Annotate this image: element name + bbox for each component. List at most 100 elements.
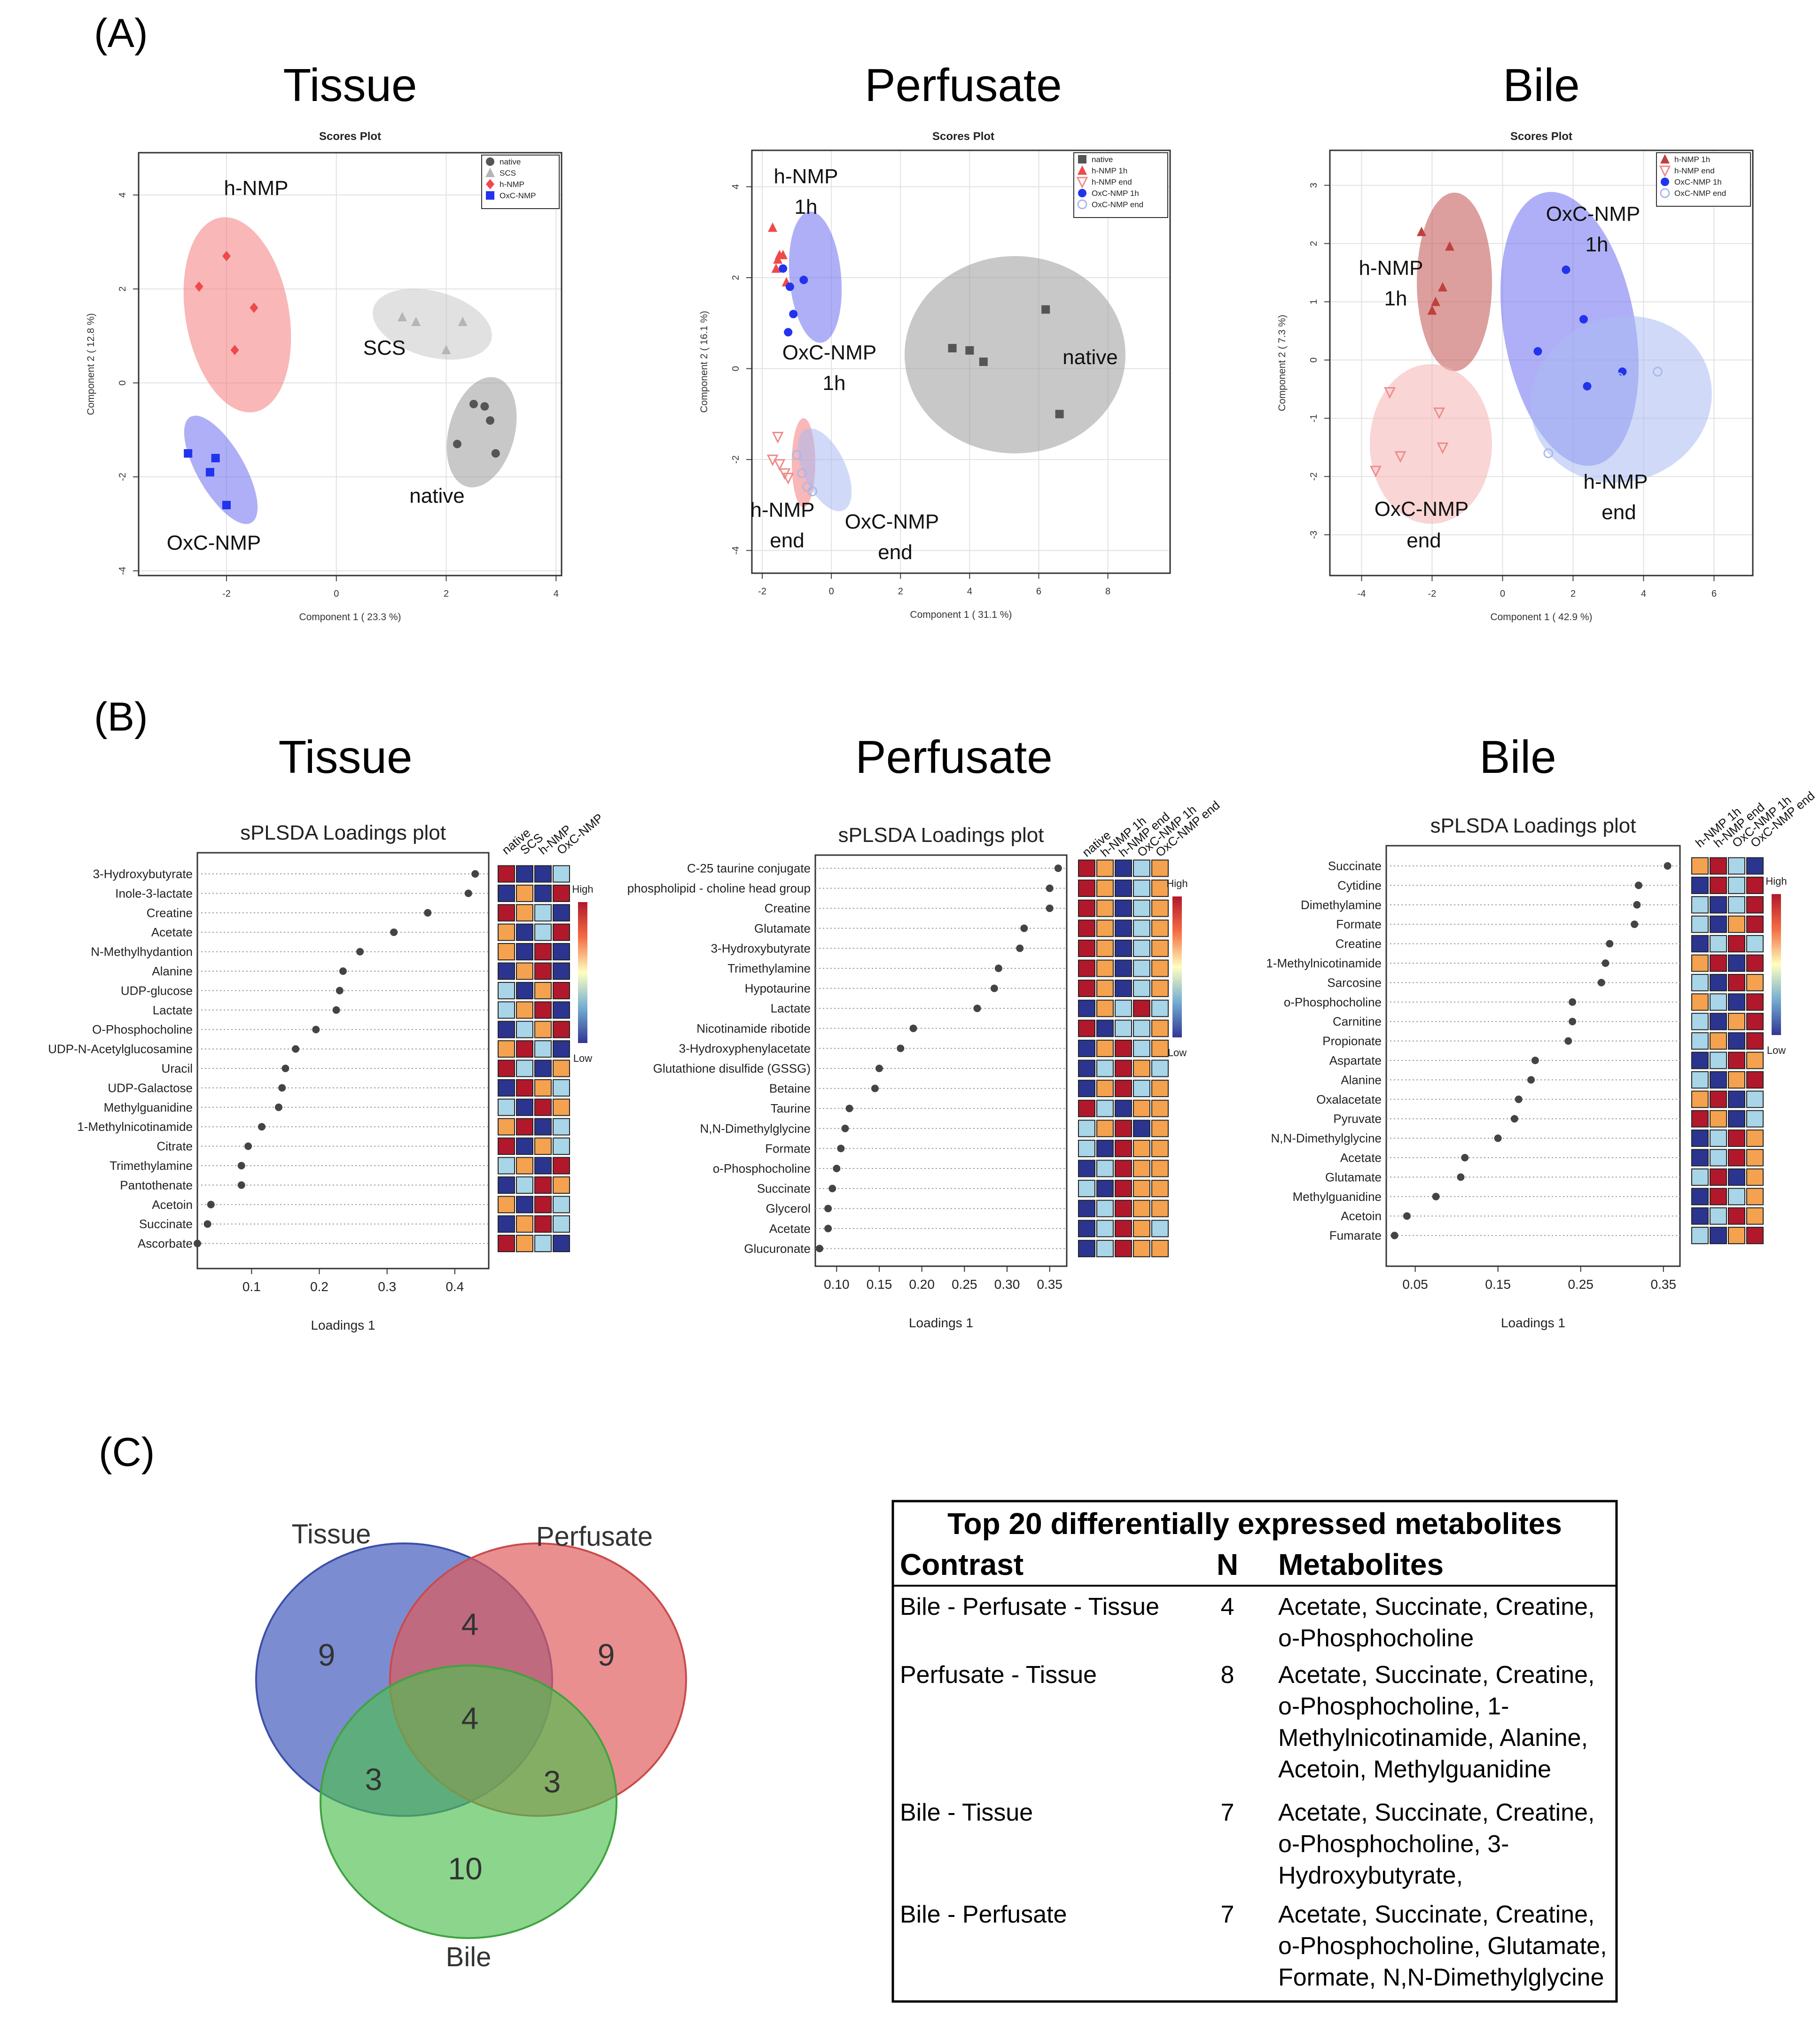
heatmap-cell [553, 1020, 570, 1038]
feature-label: Nicotinamide ribotide [696, 1021, 811, 1036]
table-cell-metabolites: Acetoin, Methylguanidine [1278, 1756, 1551, 1783]
heatmap-cell [1078, 1220, 1095, 1238]
heatmap-cell [1746, 896, 1764, 914]
feature-label: Formate [1336, 917, 1382, 931]
scale-low-label: Low [573, 1052, 592, 1064]
x-tick-label: 0.1 [242, 1279, 261, 1294]
data-point [773, 254, 783, 264]
heatmap-cell [1133, 919, 1150, 937]
heatmap-cell [1728, 876, 1745, 894]
heatmap-cell [1710, 876, 1727, 894]
data-point [458, 317, 468, 326]
feature-label: Acetoin [152, 1198, 193, 1212]
feature-label: Inole-3-lactate [115, 886, 193, 900]
heatmap-cell [1710, 954, 1727, 972]
heatmap-cell [1691, 1071, 1709, 1089]
data-point [222, 501, 231, 509]
heatmap-cell [534, 1118, 552, 1136]
heatmap-cell [1710, 915, 1727, 933]
heatmap-cell [516, 1176, 533, 1194]
heatmap-cell [1078, 1160, 1095, 1177]
x-tick-label: 0.25 [952, 1277, 977, 1292]
legend-label: h-NMP end [1092, 178, 1132, 187]
feature-label: Alanine [152, 964, 193, 978]
table-cell-metabolites: Hydroxybutyrate, [1278, 1862, 1463, 1889]
heatmap-cell [498, 1001, 515, 1019]
loadings-plot-perfusate: Perfusate sPLSDA Loadings plot C-25 taurin… [627, 731, 1223, 1330]
heatmap-cell [1096, 1080, 1114, 1098]
loading-dot [1390, 1231, 1398, 1239]
y-tick-label: -4 [117, 567, 128, 575]
table-header-metabolites: Metabolites [1278, 1548, 1444, 1581]
heatmap-cell [1691, 1110, 1709, 1128]
heatmap-cell [1691, 1188, 1709, 1206]
legend-marker [485, 168, 495, 177]
chart-title: Bile [1479, 731, 1556, 783]
feature-label: Cytidine [1337, 878, 1382, 892]
data-point [230, 345, 239, 355]
heatmap-cell [498, 1118, 515, 1136]
table-cell-n: 7 [1221, 1901, 1234, 1928]
heatmap-cell [1710, 1090, 1727, 1108]
heatmap-cell [1078, 859, 1095, 877]
heatmap-cell [1710, 973, 1727, 991]
heatmap-cell [1115, 880, 1132, 897]
heatmap-cell [1133, 1220, 1150, 1238]
heatmap-cell [1728, 1227, 1745, 1245]
ellipse-label: end [878, 541, 912, 564]
data-point [1653, 366, 1663, 377]
heatmap-cell [534, 1235, 552, 1253]
loading-dot [824, 1205, 832, 1213]
data-point [469, 400, 478, 408]
heatmap-cell [1710, 1207, 1727, 1225]
heatmap-cell [553, 884, 570, 902]
heatmap-cell [553, 962, 570, 980]
feature-label: Alanine [1341, 1073, 1382, 1087]
heatmap-cell [1078, 1120, 1095, 1137]
data-point [799, 275, 808, 284]
heatmap-cell [1133, 999, 1150, 1017]
feature-label: Carnitine [1333, 1014, 1382, 1028]
ellipse-label: OxC-NMP [167, 531, 261, 554]
loading-dot [464, 889, 472, 897]
chart-title: Bile [1503, 59, 1579, 111]
y-tick-label: -2 [117, 473, 128, 481]
heatmap-cell [1078, 959, 1095, 977]
table-header-n: N [1217, 1548, 1238, 1581]
legend-label: h-NMP 1h [1674, 155, 1710, 164]
heatmap-cell [516, 1040, 533, 1058]
legend-label: OxC-NMP end [1092, 200, 1143, 209]
heatmap-cell [1096, 1220, 1114, 1238]
heatmap-cell [1746, 1129, 1764, 1147]
loading-dot [1634, 881, 1642, 889]
scores-plot-tissue: Tissue Scores Plot -2 0 2 4 -4 -2 0 2 4 Component 1… [86, 59, 562, 623]
heatmap-cell [1096, 859, 1114, 877]
loading-dot [1046, 904, 1054, 912]
x-axis-label: Component 1 ( 23.3 %) [299, 612, 401, 623]
plot-frame [814, 854, 1068, 1267]
feature-label: Glycerol [766, 1201, 811, 1215]
heatmap-cell [534, 923, 552, 941]
heatmap-cell [1096, 1099, 1114, 1117]
loading-dot [424, 909, 432, 917]
venn-count-perfusate-only: 9 [598, 1637, 615, 1672]
confidence-ellipse [446, 377, 517, 488]
heatmap-cell [1728, 993, 1745, 1011]
data-point [491, 449, 500, 458]
legend-label: OxC-NMP end [1674, 189, 1726, 198]
feature-label: UDP-Galactose [108, 1081, 193, 1095]
loading-dot [828, 1184, 836, 1192]
feature-label: 3-Hydroxybutyrate [93, 867, 193, 881]
heatmap-cell [553, 1235, 570, 1253]
heatmap-cell [516, 943, 533, 961]
heatmap-cell [553, 904, 570, 922]
data-point [1438, 282, 1447, 292]
y-tick-label: -2 [731, 455, 741, 464]
feature-label: Acetoin [1341, 1209, 1382, 1223]
scale-high-label: High [1765, 875, 1787, 887]
loading-dot [332, 1006, 340, 1014]
heatmap-cell [1151, 899, 1169, 917]
data-point [1445, 241, 1454, 251]
